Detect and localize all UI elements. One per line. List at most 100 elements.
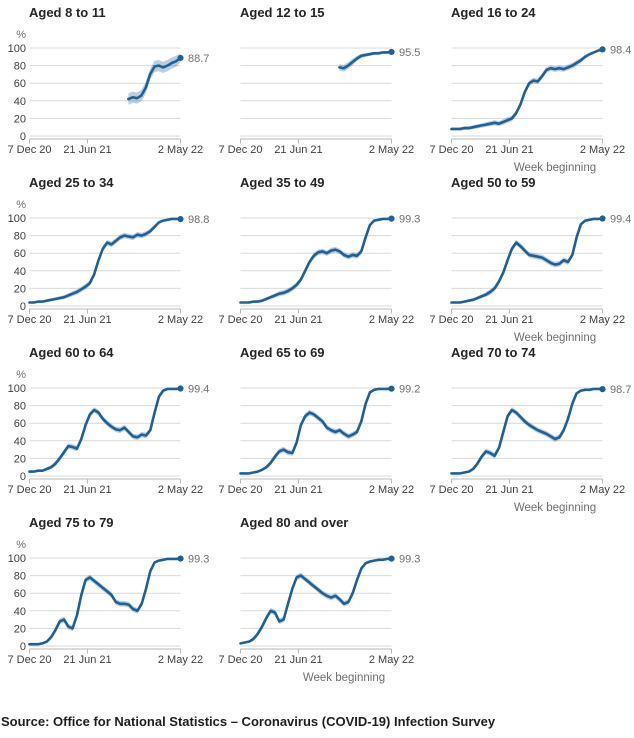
trend-line [450,217,604,304]
chart-cell: Aged 8 to 11% 0 20 40 60 80 100 7 Dec 20 21 Jun … [0,4,211,172]
chart-plot: % 0 20 40 60 80 100 7 Dec 20 21 Jun 21 2 May 22 99… [7,369,209,496]
y-tick-label: 60 [14,418,26,430]
chart-cell: Aged 70 to 74 7 Dec 20 21 Jun 21 2 May 22 98… [422,344,633,514]
y-tick-label: 100 [8,553,26,565]
y-tick-label: 0 [20,641,26,653]
confidence-band [29,558,181,645]
chart-title: Aged 35 to 49 [240,175,325,190]
x-tick-label: 21 Jun 21 [274,314,322,326]
x-tick-label: 2 May 22 [158,144,203,156]
chart-cell: Aged 35 to 49 7 Dec 20 21 Jun 21 2 May 22 99… [211,174,422,342]
x-tick-label: 2 May 22 [158,484,203,496]
x-axis-title: Week beginning [513,332,597,344]
end-dot-marker [388,215,395,222]
chart-cell: Aged 65 to 69 7 Dec 20 21 Jun 21 2 May 22 99… [211,344,422,512]
x-axis-title: Week beginning [302,672,386,684]
value-label: 98.7 [610,384,631,396]
y-tick-label: 40 [14,436,26,448]
chart-cell: Aged 75 to 79% 0 20 40 60 80 100 7 Dec 20 21 Jun… [0,514,211,682]
value-label: 99.4 [610,214,631,226]
chart-plot: % 0 20 40 60 80 100 7 Dec 20 21 Jun 21 2 May 22 99… [7,539,209,666]
confidence-band [240,558,392,645]
x-axis-title: Week beginning [513,502,597,514]
end-dot-marker [599,215,606,222]
y-tick-label: 20 [14,113,26,125]
value-label: 98.4 [610,44,631,56]
x-tick-label: 21 Jun 21 [485,314,533,326]
end-dot-marker [177,555,184,562]
trend-line [450,387,604,475]
chart-plot: 7 Dec 20 21 Jun 21 2 May 22 99.4 [429,214,631,326]
y-tick-label: 60 [14,78,26,90]
y-tick-label: 20 [14,623,26,635]
y-tick-label: 40 [14,96,26,108]
x-tick-label: 21 Jun 21 [274,484,322,496]
x-tick-label: 21 Jun 21 [63,484,111,496]
x-tick-label: 2 May 22 [369,484,414,496]
trend-line [338,50,393,70]
x-tick-label: 7 Dec 20 [429,314,473,326]
end-dot-marker [177,215,184,223]
chart-title: Aged 75 to 79 [29,515,114,530]
y-tick-label: 100 [8,213,26,225]
chart-cell: Aged 60 to 64% 0 20 40 60 80 100 7 Dec 20 21 Jun… [0,344,211,512]
x-tick-label: 2 May 22 [580,144,625,156]
x-tick-label: 7 Dec 20 [429,144,473,156]
value-label: 99.3 [399,214,420,226]
end-dot-marker [388,555,395,562]
x-tick-label: 2 May 22 [580,314,625,326]
chart-title: Aged 50 to 59 [451,175,536,190]
confidence-band [240,388,392,475]
end-dot-marker [177,54,184,62]
trend-line [239,217,393,304]
value-label: 98.8 [188,214,209,226]
chart-title: Aged 65 to 69 [240,345,325,360]
x-tick-label: 2 May 22 [369,654,414,666]
x-tick-label: 7 Dec 20 [429,484,473,496]
x-tick-label: 2 May 22 [158,314,203,326]
value-label: 99.3 [399,554,420,566]
y-tick-label: 100 [8,43,26,55]
x-tick-label: 2 May 22 [369,144,414,156]
end-dot-marker [388,385,395,392]
x-tick-label: 2 May 22 [580,484,625,496]
chart-title: Aged 80 and over [240,515,349,530]
y-axis-unit: % [16,29,26,41]
y-tick-label: 60 [14,248,26,260]
value-label: 99.2 [399,384,420,396]
x-tick-label: 21 Jun 21 [63,144,111,156]
end-dot-marker [599,386,606,393]
trend-line [28,387,182,473]
trend-line [239,557,393,645]
x-tick-label: 21 Jun 21 [63,654,111,666]
trend-line [450,48,604,131]
x-tick-label: 21 Jun 21 [63,314,111,326]
x-tick-label: 7 Dec 20 [7,314,51,326]
chart-title: Aged 16 to 24 [451,5,536,20]
x-tick-label: 2 May 22 [158,654,203,666]
x-tick-label: 21 Jun 21 [274,144,322,156]
y-axis-unit: % [16,199,26,211]
chart-cell: Aged 25 to 34% 0 20 40 60 80 100 7 Dec 20 21 Jun… [0,174,211,342]
chart-title: Aged 70 to 74 [451,345,536,360]
chart-cell: Aged 80 and over 7 Dec 20 21 Jun 21 2 May 2… [211,514,422,684]
chart-plot: 7 Dec 20 21 Jun 21 2 May 22 99.3 [218,214,420,326]
chart-plot: 7 Dec 20 21 Jun 21 2 May 22 99.2 [218,384,420,496]
small-multiples-grid: Aged 8 to 11% 0 20 40 60 80 100 7 Dec 20 21 Jun … [0,4,633,684]
confidence-band [451,388,603,475]
trend-line [28,217,182,304]
x-tick-label: 21 Jun 21 [485,484,533,496]
chart-cell: Aged 50 to 59 7 Dec 20 21 Jun 21 2 May 22 99… [422,174,633,344]
x-tick-label: 21 Jun 21 [485,144,533,156]
chart-cell: Aged 16 to 24 7 Dec 20 21 Jun 21 2 May 22 98… [422,4,633,174]
x-tick-label: 7 Dec 20 [7,484,51,496]
y-tick-label: 100 [8,383,26,395]
value-label: 88.7 [188,53,209,65]
y-tick-label: 0 [20,131,26,143]
end-dot-marker [388,48,395,56]
chart-plot: 7 Dec 20 21 Jun 21 2 May 22 95.5 [218,47,420,156]
chart-title: Aged 25 to 34 [29,175,114,190]
y-tick-label: 40 [14,606,26,618]
x-tick-label: 7 Dec 20 [7,144,51,156]
chart-plot: 7 Dec 20 21 Jun 21 2 May 22 98.7 [429,384,631,496]
